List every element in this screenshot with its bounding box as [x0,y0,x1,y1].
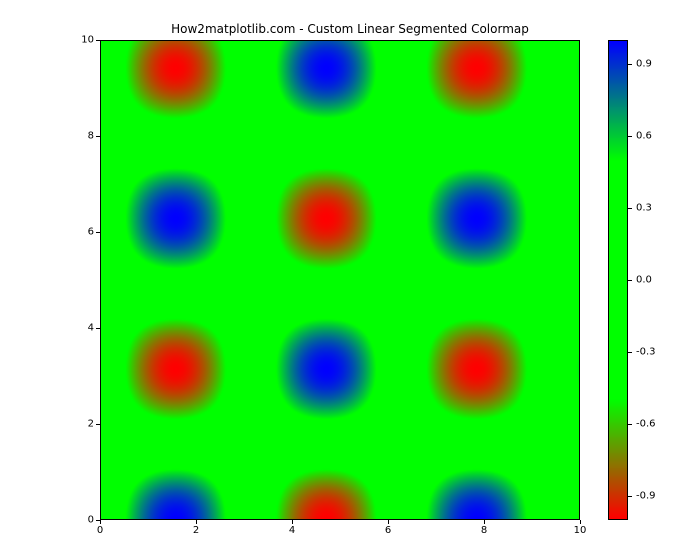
heatmap-plot [100,40,580,520]
colorbar-tick-label: -0.3 [636,347,656,358]
y-tick-mark [96,40,100,41]
colorbar-tick-label: 0.0 [636,275,652,286]
colorbar-tick-mark [628,424,632,425]
y-tick-mark [96,424,100,425]
x-tick-mark [292,520,293,524]
colorbar-tick-label: -0.6 [636,419,656,430]
y-tick-label: 2 [64,419,94,430]
colorbar-tick-mark [628,136,632,137]
heatmap-canvas [100,40,580,520]
x-tick-label: 6 [385,525,391,536]
x-tick-label: 8 [481,525,487,536]
colorbar-canvas [609,41,627,519]
colorbar-tick-mark [628,64,632,65]
colorbar-tick-mark [628,352,632,353]
y-tick-label: 6 [64,227,94,238]
colorbar-tick-label: 0.6 [636,131,652,142]
x-tick-label: 4 [289,525,295,536]
y-tick-mark [96,232,100,233]
x-tick-mark [196,520,197,524]
y-tick-mark [96,520,100,521]
colorbar-tick-label: 0.3 [636,203,652,214]
colorbar-tick-mark [628,208,632,209]
y-tick-label: 0 [64,515,94,526]
colorbar-tick-mark [628,496,632,497]
x-tick-label: 10 [574,525,587,536]
x-tick-mark [580,520,581,524]
chart-title: How2matplotlib.com - Custom Linear Segme… [0,22,700,36]
x-tick-mark [100,520,101,524]
y-tick-label: 4 [64,323,94,334]
y-tick-label: 10 [64,35,94,46]
colorbar [608,40,628,520]
colorbar-tick-label: -0.9 [636,491,656,502]
y-tick-mark [96,136,100,137]
figure: How2matplotlib.com - Custom Linear Segme… [0,0,700,560]
x-tick-label: 0 [97,525,103,536]
y-tick-mark [96,328,100,329]
y-tick-label: 8 [64,131,94,142]
x-tick-label: 2 [193,525,199,536]
x-tick-mark [484,520,485,524]
x-tick-mark [388,520,389,524]
colorbar-tick-mark [628,280,632,281]
colorbar-tick-label: 0.9 [636,59,652,70]
